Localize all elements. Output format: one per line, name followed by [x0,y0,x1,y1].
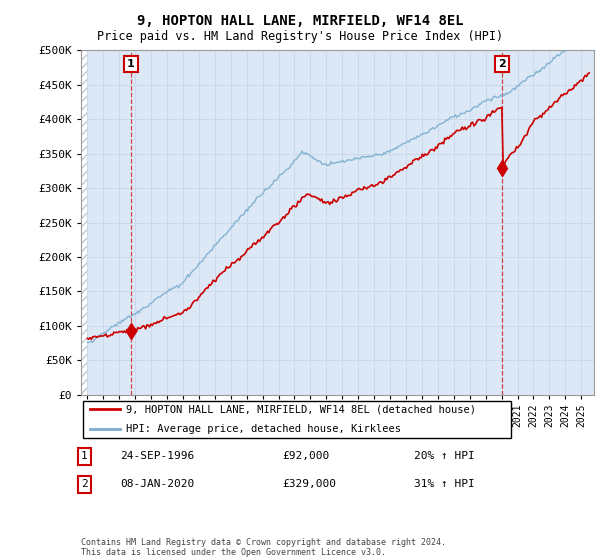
Text: 31% ↑ HPI: 31% ↑ HPI [414,479,475,489]
Text: 1: 1 [127,59,135,69]
Text: 9, HOPTON HALL LANE, MIRFIELD, WF14 8EL: 9, HOPTON HALL LANE, MIRFIELD, WF14 8EL [137,14,463,28]
Text: 1: 1 [81,451,88,461]
Text: 08-JAN-2020: 08-JAN-2020 [120,479,194,489]
Text: Price paid vs. HM Land Registry's House Price Index (HPI): Price paid vs. HM Land Registry's House … [97,30,503,43]
Text: £92,000: £92,000 [282,451,329,461]
Text: HPI: Average price, detached house, Kirklees: HPI: Average price, detached house, Kirk… [127,424,401,435]
Bar [81,50,88,395]
Text: 9, HOPTON HALL LANE, MIRFIELD, WF14 8EL (detached house): 9, HOPTON HALL LANE, MIRFIELD, WF14 8EL … [127,405,476,415]
FancyBboxPatch shape [83,401,511,437]
Text: £329,000: £329,000 [282,479,336,489]
Text: 2: 2 [81,479,88,489]
Text: 20% ↑ HPI: 20% ↑ HPI [414,451,475,461]
Text: 24-SEP-1996: 24-SEP-1996 [120,451,194,461]
Text: Contains HM Land Registry data © Crown copyright and database right 2024.
This d: Contains HM Land Registry data © Crown c… [81,538,446,557]
Text: 2: 2 [498,59,506,69]
